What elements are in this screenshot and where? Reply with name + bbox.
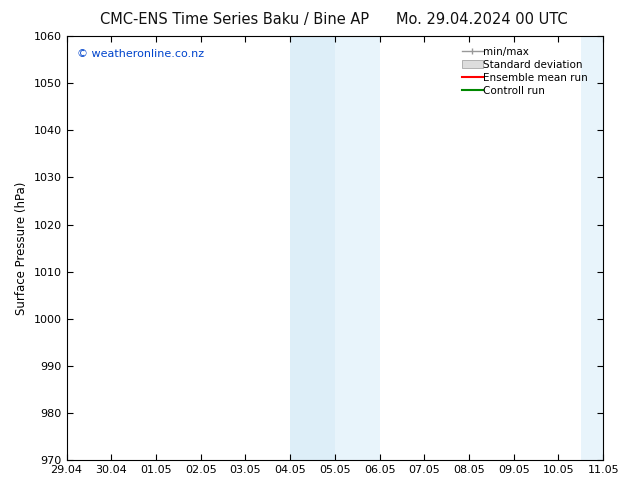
Legend: min/max, Standard deviation, Ensemble mean run, Controll run: min/max, Standard deviation, Ensemble me…	[456, 41, 598, 101]
Text: © weatheronline.co.nz: © weatheronline.co.nz	[77, 49, 204, 59]
Text: CMC-ENS Time Series Baku / Bine AP: CMC-ENS Time Series Baku / Bine AP	[100, 12, 369, 27]
Bar	[581, 36, 603, 460]
Text: Mo. 29.04.2024 00 UTC: Mo. 29.04.2024 00 UTC	[396, 12, 567, 27]
Y-axis label: Surface Pressure (hPa): Surface Pressure (hPa)	[15, 181, 28, 315]
Bar	[290, 36, 335, 460]
Bar	[335, 36, 380, 460]
